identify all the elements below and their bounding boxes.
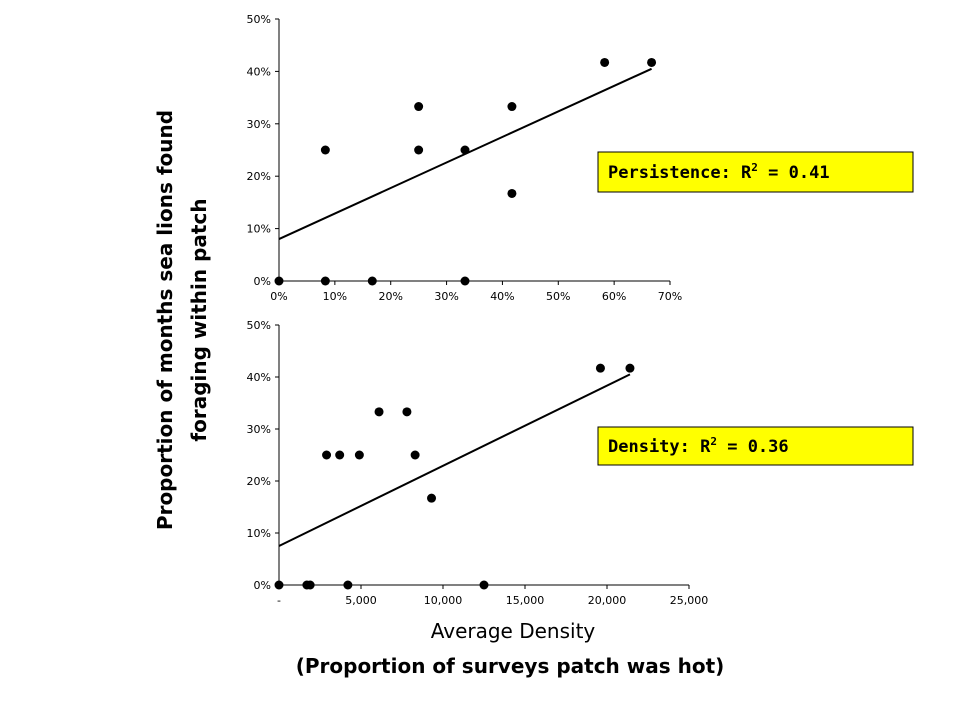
y-tick-label: 10% xyxy=(247,527,271,540)
data-point xyxy=(274,580,284,590)
data-point xyxy=(410,450,420,460)
y-axis-label-line1: Proportion of months sea lions found xyxy=(153,110,177,530)
points-group xyxy=(274,57,657,286)
y-tick-label: 0% xyxy=(254,275,271,288)
y-axis-label-line2: foraging within patch xyxy=(187,198,211,441)
y-tick-label: 20% xyxy=(247,170,271,183)
x-tick-label: 30% xyxy=(434,290,458,303)
x-tick-label: 25,000 xyxy=(670,594,709,607)
y-ticks: 0% 10% 20% 30% 40% 50% xyxy=(247,13,279,288)
y-tick-label: 40% xyxy=(247,65,271,78)
density-r2-box: Density: R2 = 0.36 xyxy=(597,426,914,466)
density-scatter-panel: 0% 10% 20% 30% 40% 50% - 5,000 10,000 15,000 20,0… xyxy=(247,319,709,607)
x-axis-label-line1: Average Density xyxy=(431,619,596,643)
data-point xyxy=(427,493,437,503)
y-tick-label: 20% xyxy=(247,475,271,488)
data-point xyxy=(335,450,345,460)
data-point xyxy=(507,188,517,198)
data-point xyxy=(647,57,657,67)
data-point xyxy=(402,407,412,417)
y-tick-label: 50% xyxy=(247,319,271,332)
persistence-r2-box: Persistence: R2 = 0.41 xyxy=(597,151,914,193)
data-point xyxy=(322,450,332,460)
data-point xyxy=(460,276,470,286)
y-tick-label: 30% xyxy=(247,118,271,131)
data-point xyxy=(595,363,605,373)
x-tick-label: 70% xyxy=(658,290,682,303)
y-ticks: 0% 10% 20% 30% 40% 50% xyxy=(247,319,279,592)
data-point xyxy=(414,102,424,112)
x-ticks: 0% 10% 20% 30% 40% 50% 60% 70% xyxy=(270,281,682,303)
trendline xyxy=(278,373,631,547)
x-tick-label: 40% xyxy=(490,290,514,303)
data-point xyxy=(367,276,377,286)
x-tick-label: 10% xyxy=(323,290,347,303)
persistence-r2-label: Persistence: R2 = 0.41 xyxy=(608,161,830,183)
points-group xyxy=(274,363,635,590)
y-tick-label: 30% xyxy=(247,423,271,436)
data-point xyxy=(460,145,470,155)
y-tick-label: 40% xyxy=(247,371,271,384)
data-point xyxy=(320,145,330,155)
x-tick-label: 0% xyxy=(270,290,287,303)
data-point xyxy=(274,276,284,286)
persistence-scatter-panel: 0% 10% 20% 30% 40% 50% 0% 10% 20% 30% 40% 50% 60% 70… xyxy=(247,13,683,303)
x-tick-label: 10,000 xyxy=(424,594,463,607)
data-point xyxy=(625,363,635,373)
data-point xyxy=(343,580,353,590)
data-point xyxy=(414,145,424,155)
data-point xyxy=(479,580,489,590)
x-ticks: - 5,000 10,000 15,000 20,000 25,000 xyxy=(277,585,708,607)
data-point xyxy=(600,57,610,67)
x-tick-label: 15,000 xyxy=(506,594,545,607)
x-tick-label: 20,000 xyxy=(588,594,627,607)
data-point xyxy=(305,580,315,590)
y-tick-label: 10% xyxy=(247,223,271,236)
trendline-group xyxy=(278,373,631,547)
density-r2-label: Density: R2 = 0.36 xyxy=(608,435,789,457)
y-tick-label: 0% xyxy=(254,579,271,592)
data-point xyxy=(507,102,517,112)
x-tick-label: 20% xyxy=(378,290,402,303)
x-tick-label: 50% xyxy=(546,290,570,303)
x-axis-label-line2: (Proportion of surveys patch was hot) xyxy=(296,654,725,678)
data-point xyxy=(320,276,330,286)
x-tick-label: 60% xyxy=(602,290,626,303)
data-point xyxy=(374,407,384,417)
y-tick-label: 50% xyxy=(247,13,271,26)
x-tick-label: 5,000 xyxy=(345,594,377,607)
x-tick-label: - xyxy=(277,594,281,607)
data-point xyxy=(354,450,364,460)
